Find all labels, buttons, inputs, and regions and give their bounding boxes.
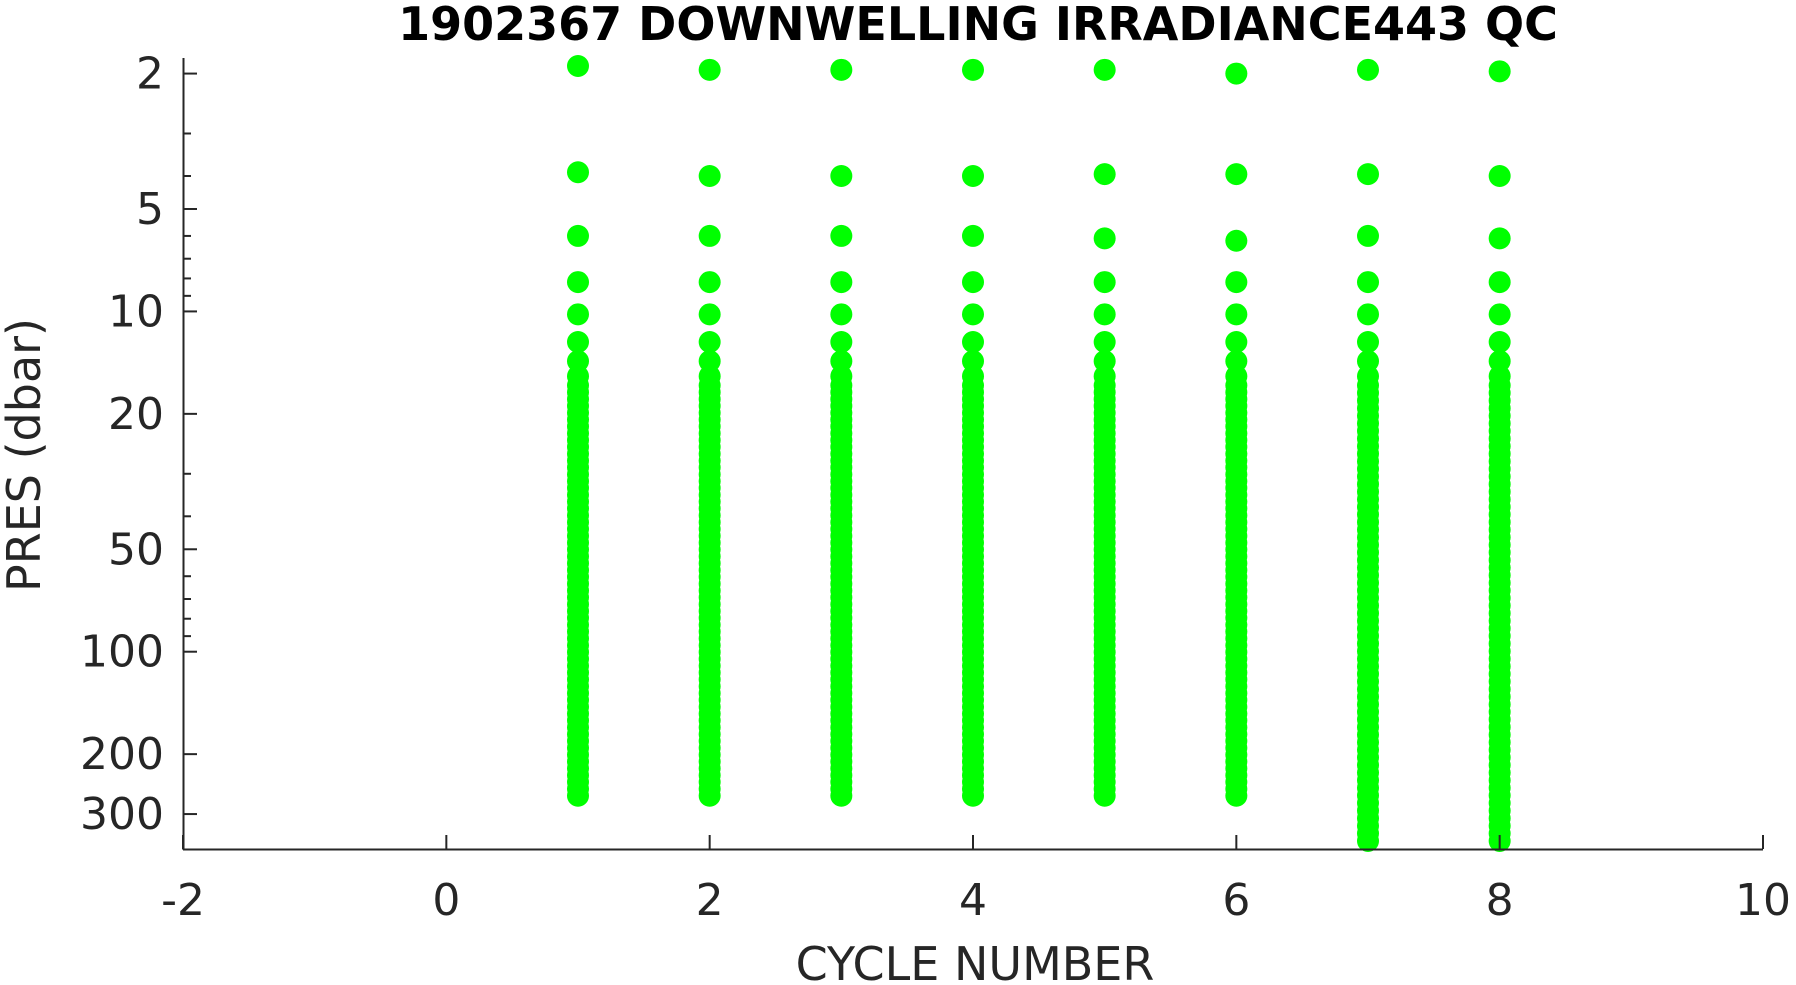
x-axis-ticks: -2 0 2 4 6 8 10 — [161, 835, 1791, 926]
data-point — [567, 303, 589, 326]
data-point — [830, 224, 853, 247]
data-point — [962, 350, 984, 373]
y-axis-label: PRES (dbar) — [0, 318, 51, 592]
data-point — [1357, 830, 1379, 853]
data-point — [1488, 331, 1511, 354]
data-point — [1357, 271, 1379, 294]
data-point — [698, 271, 721, 294]
x-tick-label: 0 — [432, 875, 460, 926]
data-point — [962, 784, 984, 807]
data-point — [830, 331, 853, 354]
data-point — [1225, 350, 1248, 373]
data-point — [1488, 303, 1511, 326]
y-axis-ticks: 2 5 10 20 50 100 200 300 — [80, 49, 197, 840]
data-points — [567, 54, 1511, 853]
data-point — [1093, 350, 1116, 373]
data-point — [1488, 60, 1511, 83]
data-point — [1225, 303, 1248, 326]
data-point — [830, 350, 853, 373]
x-tick-label: 2 — [696, 875, 724, 926]
y-tick-label: 5 — [136, 184, 164, 235]
data-point — [962, 165, 984, 188]
y-tick-label: 2 — [136, 49, 164, 100]
data-point — [567, 784, 589, 807]
data-point — [1357, 58, 1379, 81]
data-point — [962, 271, 984, 294]
data-point — [1225, 784, 1248, 807]
data-point — [1357, 303, 1379, 326]
y-tick-label: 10 — [108, 286, 164, 337]
data-point — [1357, 350, 1379, 373]
y-tick-label: 100 — [80, 627, 164, 678]
y-tick-label: 200 — [80, 729, 164, 780]
data-point — [962, 331, 984, 354]
data-point — [830, 784, 853, 807]
y-tick-label: 300 — [80, 789, 164, 840]
data-point — [1093, 784, 1116, 807]
data-point — [1093, 227, 1116, 250]
data-point — [698, 58, 721, 81]
data-point — [1093, 303, 1116, 326]
data-point — [1093, 163, 1116, 186]
data-point — [567, 331, 589, 354]
chart-title: 1902367 DOWNWELLING IRRADIANCE443 QC — [398, 0, 1558, 51]
axes — [182, 58, 1763, 851]
data-point — [1225, 271, 1248, 294]
y-tick-label: 50 — [108, 524, 164, 575]
data-point — [1225, 229, 1248, 252]
data-point — [1357, 224, 1379, 247]
data-point — [962, 224, 984, 247]
data-point — [567, 161, 589, 184]
x-tick-label: 10 — [1735, 875, 1791, 926]
data-point — [698, 331, 721, 354]
data-point — [698, 350, 721, 373]
data-point — [830, 303, 853, 326]
x-tick-label: 4 — [959, 875, 987, 926]
x-tick-label: 8 — [1486, 875, 1514, 926]
data-point — [830, 58, 853, 81]
data-point — [830, 271, 853, 294]
data-point — [698, 303, 721, 326]
data-point — [567, 54, 589, 77]
data-point — [567, 350, 589, 373]
data-point — [1357, 163, 1379, 186]
data-point — [1093, 58, 1116, 81]
x-tick-label: -2 — [161, 875, 205, 926]
data-point — [698, 165, 721, 188]
data-point — [1488, 350, 1511, 373]
data-point — [1357, 331, 1379, 354]
data-point — [1093, 271, 1116, 294]
data-point — [1225, 163, 1248, 186]
data-point — [1225, 331, 1248, 354]
data-point — [1488, 227, 1511, 250]
data-point — [1488, 271, 1511, 294]
data-point — [962, 303, 984, 326]
y-tick-label: 20 — [108, 389, 164, 440]
data-point — [698, 224, 721, 247]
x-tick-label: 6 — [1222, 875, 1250, 926]
data-point — [1225, 62, 1248, 85]
data-point — [1093, 331, 1116, 354]
data-point — [567, 271, 589, 294]
data-point — [830, 165, 853, 188]
data-point — [1488, 165, 1511, 188]
data-point — [698, 784, 721, 807]
x-axis-label: CYCLE NUMBER — [796, 937, 1155, 985]
data-point — [962, 58, 984, 81]
data-point — [567, 224, 589, 247]
